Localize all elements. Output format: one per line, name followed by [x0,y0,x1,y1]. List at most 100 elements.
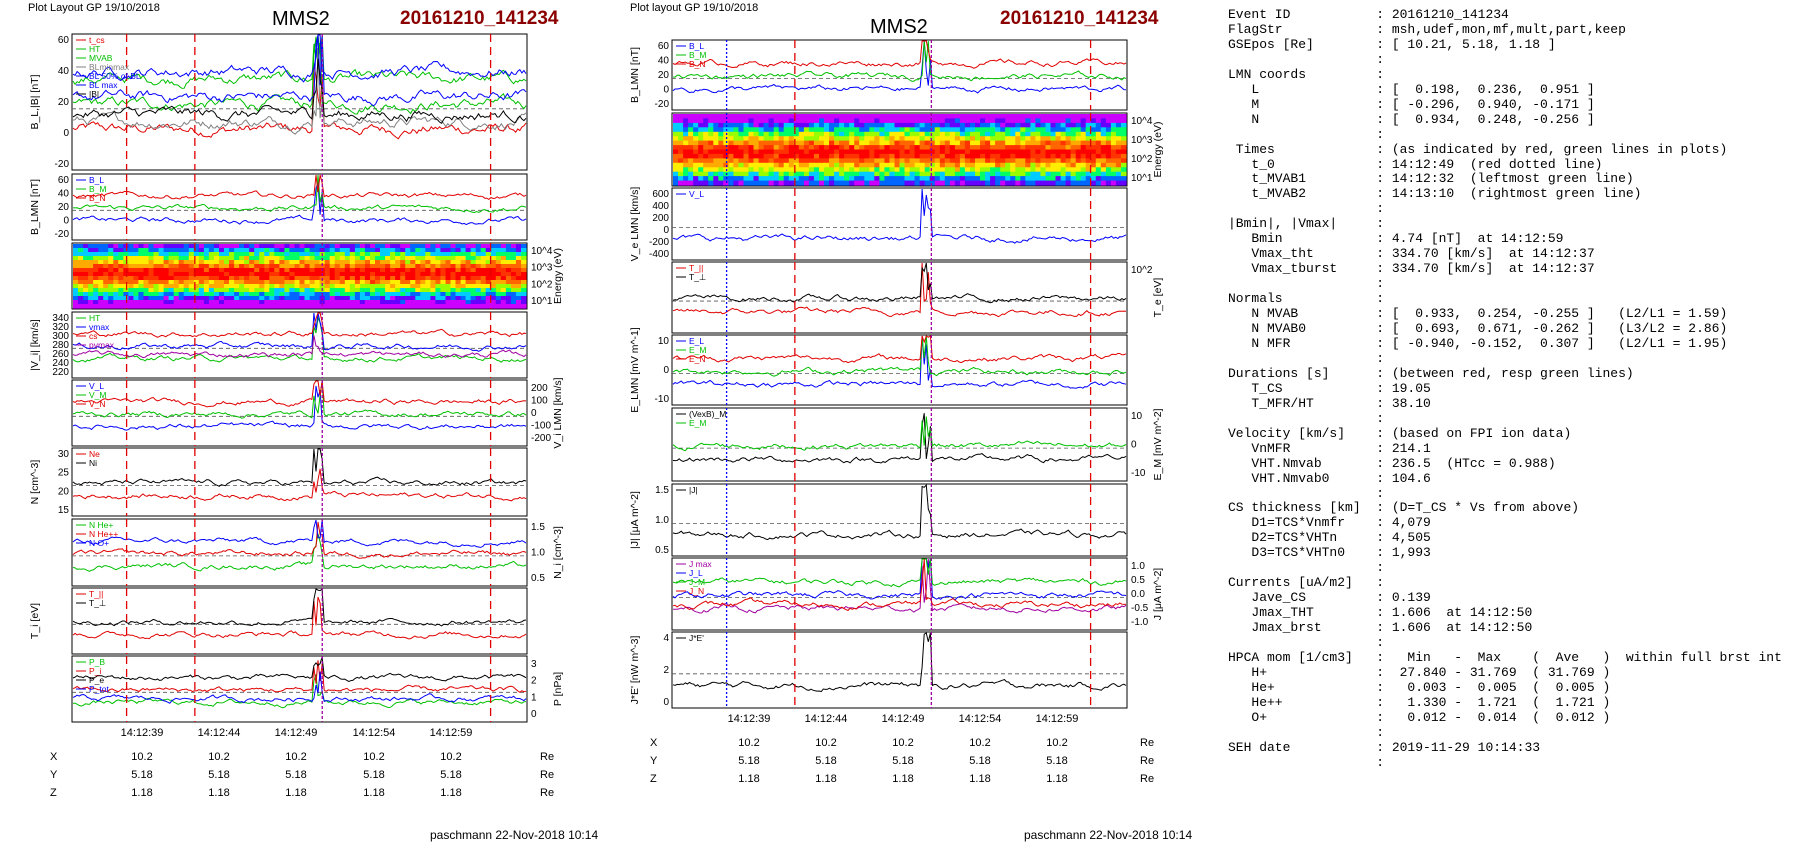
x-tick-label: 14:12:54 [353,727,396,739]
y-tick-label: 2 [531,676,537,687]
plot-panel: 3 2 1 0 P [nPa] P_BP_iP_eP_tot [71,655,564,723]
y-axis-label: N_i [cm^-3] [552,526,564,579]
info-line: : [1228,126,1385,142]
info-line: Durations [s] : (between red, resp green… [1228,365,1634,381]
legend-entry: J*E' [689,633,704,643]
coord-value: 5.18 [131,769,152,781]
panel-frame [671,407,1128,482]
x-tick-label: 14:12:44 [805,713,848,725]
middle-spacecraft-title: MMS2 [870,16,928,38]
y-tick-label: 10^2 [531,279,553,290]
y-axis-label: P [nPa] [552,672,564,706]
legend-entry: V_N [89,399,106,409]
y-tick-label: 200 [652,213,669,224]
info-line: |Bmin|, |Vmax| : [1228,216,1385,232]
panel-frame [671,334,1128,406]
coord-value: 10.2 [738,737,759,749]
y-tick-label: 4 [663,633,669,644]
info-line: : [1228,410,1385,426]
info-line: t_MVAB2 : 14:13:10 (rightmost green line… [1228,186,1642,202]
series-line [672,335,1127,377]
coord-value: 1.18 [738,773,759,785]
x-tick-label: 14:12:39 [121,727,164,739]
y-axis-label: B_LMN [nT] [629,47,641,103]
y-tick-label: 0 [531,408,537,419]
y-tick-label: 40 [58,189,70,200]
x-tick-label: 14:12:49 [275,727,318,739]
legend-entry: MVAB [89,53,113,63]
y-tick-label: 15 [58,505,70,516]
coord-value: 1.18 [440,787,461,799]
series-line [672,558,1127,612]
series-line [72,174,527,201]
info-line: T_CS : 19.05 [1228,380,1431,396]
series-line [72,596,527,640]
legend-entry: P_e [89,675,104,685]
legend-entry: J_L [689,568,703,578]
info-line: : [1228,51,1385,67]
y-tick-label: 320 [52,322,69,333]
series-line [72,385,527,431]
y-axis-label: V_i LMN [km/s] [552,377,564,448]
coord-unit: Re [1140,737,1154,749]
y-tick-label: 220 [52,367,69,378]
legend-entry: E_N [689,354,706,364]
series-line [672,335,1127,364]
legend-entry: BL max [89,80,118,90]
coord-value: 1.18 [131,787,152,799]
legend-entry: BLminmax [89,62,130,72]
coord-axis-label: Z [650,773,657,785]
legend-entry: E_L [689,336,704,346]
y-tick-label: -0.5 [1131,603,1149,614]
info-line: N MVAB : [ 0.933, 0.254, -0.255 ] (L2/L1… [1228,306,1728,322]
info-line: : [1228,754,1385,770]
legend-entry: B_N [689,59,706,69]
y-tick-label: 0 [1131,440,1137,451]
coord-value: 10.2 [285,751,306,763]
x-tick-label: 14:12:59 [1036,713,1079,725]
y-tick-label: 3 [531,659,537,670]
coord-axis-label: X [50,751,58,763]
legend-entry: cs [89,331,98,341]
y-tick-label: 0 [663,225,669,236]
series-line [72,34,527,107]
info-line: Vmax_tburst : 334.70 [km/s] at 14:12:37 [1228,261,1595,277]
plot-panel: 60 40 20 0 -20 B_LMN [nT] B_LB_MB_N [629,39,1128,111]
event-info-table: Event ID : 20161210_141234 FlagStr : msh,… [1228,7,1782,771]
panel-frame [71,518,528,587]
y-tick-label: -100 [531,421,551,432]
legend-entry: pvmax [89,340,115,350]
legend-entry: V_L [89,381,104,391]
series-line [672,558,1127,588]
y-axis-label: E_M [mV m^-2] [1152,408,1164,480]
panel-frame [671,261,1128,334]
info-line: He+ : 0.003 - 0.005 ( 0.005 ) [1228,679,1611,695]
y-tick-label: 0 [531,709,537,720]
y-tick-label: -1.0 [1131,617,1149,628]
info-line: : [1228,350,1385,366]
legend-entry: T_⊥ [689,272,707,282]
y-tick-label: 1 [531,692,537,703]
info-line: : [1228,201,1385,217]
plot-panel: 1.0 0.5 0.0 -0.5 -1.0J [μA m^-2] J maxJ_LJ_MJ… [671,557,1164,631]
panel-frame [71,311,528,379]
info-line: : [1228,560,1385,576]
legend-entry: BL 50% of BL [89,71,141,81]
y-tick-label: 260 [52,349,69,360]
y-axis-label: Energy (eV) [1152,121,1164,177]
y-tick-label: 10 [1131,411,1143,422]
y-tick-label: 10^1 [531,296,553,307]
coord-value: 10.2 [969,737,990,749]
y-tick-label: 10^3 [531,263,553,274]
panel-frame [671,557,1128,631]
y-axis-label: J*E' [nW m^-3] [629,636,641,705]
left-footer: paschmann 22-Nov-2018 10:14 [430,828,599,842]
series-line [672,40,1127,94]
y-axis-label: Energy (eV) [552,248,564,304]
series-line [72,182,527,226]
y-tick-label: 20 [658,70,670,81]
y-tick-label: 10^4 [1131,116,1153,127]
y-axis-label: B_LMN [nT] [29,179,41,235]
